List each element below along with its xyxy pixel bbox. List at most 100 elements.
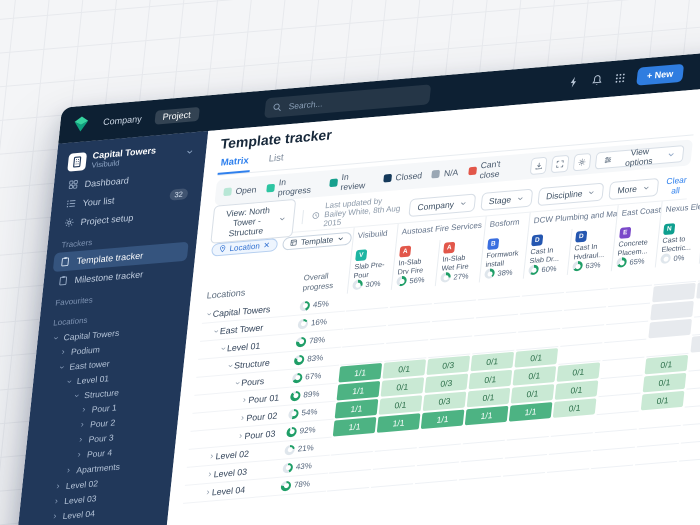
row-label: Pour 02: [246, 410, 278, 423]
bolt-icon[interactable]: [567, 76, 580, 89]
apps-grid-icon[interactable]: [613, 72, 626, 85]
tab-list[interactable]: List: [268, 152, 285, 165]
building-icon: [67, 151, 88, 172]
row-overall-progress: 78%: [277, 473, 328, 496]
legend-label: Can't close: [479, 158, 501, 181]
progress-percent: 30%: [365, 278, 382, 289]
filter-dropdown-label: Company: [417, 198, 455, 212]
progress-percent: 60%: [541, 263, 558, 274]
sidebar-item-template-tracker[interactable]: Template tracker: [52, 241, 189, 273]
matrix-cell[interactable]: 0/1: [510, 384, 555, 404]
app-window: Company Project: [0, 37, 700, 525]
fullscreen-button[interactable]: [551, 154, 570, 173]
chevron-collapsed-icon: ›: [78, 434, 83, 445]
matrix-cell[interactable]: 0/3: [426, 355, 471, 376]
favourites-section-label[interactable]: Favourites: [54, 295, 94, 308]
settings-button[interactable]: [572, 152, 592, 171]
sidebar-item-your-list[interactable]: Your list 32: [59, 184, 195, 214]
filter-dropdown-company[interactable]: Company: [408, 192, 476, 217]
filter-bar: View: North Tower - Structure Last updat…: [210, 169, 690, 244]
template-title: Slab Pre-Pour: [353, 260, 385, 279]
filter-chip-template[interactable]: Template: [282, 231, 353, 251]
view-options-button[interactable]: View options: [594, 144, 685, 170]
legend-item-n-a: N/A: [431, 167, 459, 179]
matrix-cell-na[interactable]: [696, 279, 700, 299]
legend-swatch: [266, 183, 275, 193]
topbar-actions: + New: [567, 63, 685, 92]
matrix-cell[interactable]: 0/1: [554, 380, 599, 400]
matrix-cell[interactable]: 1/1: [336, 381, 381, 401]
view-options-label: View options: [624, 146, 654, 168]
sidebar-item-milestone-tracker[interactable]: Milestone tracker: [51, 261, 187, 291]
matrix-cell-na[interactable]: [652, 282, 696, 303]
tree-item-label: Level 03: [63, 492, 98, 506]
filter-dropdown-more[interactable]: More: [608, 177, 659, 200]
search-input[interactable]: [286, 88, 424, 113]
chevron-down-icon: [587, 188, 596, 197]
row-label: Structure: [233, 357, 271, 371]
matrix-cell[interactable]: 0/1: [512, 366, 557, 386]
template-column-header[interactable]: N Cast to Electric... 0%: [654, 217, 700, 268]
template-column-header[interactable]: E Concrete Placem... 65%: [610, 221, 660, 272]
tab-company[interactable]: Company: [102, 113, 143, 128]
bell-icon[interactable]: [590, 74, 603, 87]
matrix-cell[interactable]: 0/1: [378, 395, 423, 415]
tree-item-label: Level 04: [62, 507, 96, 521]
sidebar-item-label: Template tracker: [76, 249, 144, 266]
template-column-header[interactable]: D Cast In Slab Dr... 60%: [522, 228, 572, 279]
template-column-header[interactable]: V Slab Pre-Pour 30%: [346, 243, 396, 294]
matrix-cell[interactable]: 1/1: [334, 399, 379, 419]
matrix-cell-na[interactable]: [690, 333, 700, 353]
sidebar-item-dashboard[interactable]: Dashboard: [61, 165, 197, 195]
template-title: In-Slab Dry Fire: [397, 256, 424, 275]
matrix-cell[interactable]: 0/1: [644, 354, 689, 375]
template-title: Cast In Hydraul...: [573, 241, 605, 260]
matrix-cell[interactable]: 0/1: [556, 362, 601, 382]
filter-dropdown-discipline[interactable]: Discipline: [537, 182, 605, 206]
workspace-selector[interactable]: Capital Towers Visibuild: [63, 138, 200, 176]
matrix-cell[interactable]: 0/1: [380, 377, 425, 397]
app-topbar: Company Project: [58, 37, 700, 144]
sidebar-item-label: Your list: [82, 194, 116, 208]
template-title: In-Slab Wet Fire: [441, 252, 470, 271]
template-progress: 65%: [616, 255, 652, 268]
divider: [302, 209, 305, 224]
template-column-header[interactable]: B Formwork install 38%: [478, 232, 528, 283]
close-icon[interactable]: [262, 241, 271, 250]
sidebar-item-project-setup[interactable]: Project setup: [57, 203, 193, 233]
clear-all-button[interactable]: Clear all: [663, 172, 690, 198]
search-box[interactable]: [263, 84, 431, 119]
progress-donut: [660, 253, 672, 265]
matrix-cell[interactable]: 0/1: [468, 369, 513, 390]
template-column-header[interactable]: D Cast In Hydraul... 63%: [566, 225, 616, 275]
row-label: East Tower: [219, 322, 264, 336]
view-select[interactable]: View: North Tower - Structure: [210, 198, 297, 244]
chevron-expanded-icon: ›: [233, 381, 244, 386]
tree-item-label: Apartments: [76, 461, 121, 475]
new-button[interactable]: + New: [635, 63, 685, 86]
template-column-header[interactable]: A In-Slab Wet Fire 27%: [434, 236, 484, 287]
chevron-collapsed-icon: ›: [77, 449, 82, 460]
tree-item-label: Pour 2: [89, 416, 116, 429]
matrix-cell[interactable]: 0/1: [382, 359, 427, 379]
your-list-badge: 32: [168, 188, 189, 201]
progress-percent: 78%: [293, 479, 311, 490]
export-button[interactable]: [529, 156, 548, 175]
matrix-cell[interactable]: 1/1: [338, 363, 383, 383]
template-column-header[interactable]: A In-Slab Dry Fire 56%: [390, 240, 440, 290]
tree-item-label: Podium: [70, 343, 101, 357]
tab-matrix[interactable]: Matrix: [217, 151, 252, 175]
progress-donut: [284, 444, 296, 456]
progress-percent: 54%: [301, 407, 319, 418]
tab-project[interactable]: Project: [153, 106, 200, 125]
matrix-cell[interactable]: 0/1: [466, 387, 511, 408]
matrix-cell[interactable]: 0/1: [642, 372, 687, 393]
matrix-cell[interactable]: 0/3: [422, 391, 467, 412]
matrix-cell[interactable]: 0/1: [470, 351, 515, 372]
filter-dropdown-stage[interactable]: Stage: [480, 188, 534, 211]
matrix-cell[interactable]: 0/1: [514, 348, 559, 368]
matrix-cell[interactable]: 0/3: [424, 373, 469, 394]
filter-chip-location[interactable]: Location: [210, 237, 279, 257]
matrix-cell-na[interactable]: [650, 300, 694, 321]
